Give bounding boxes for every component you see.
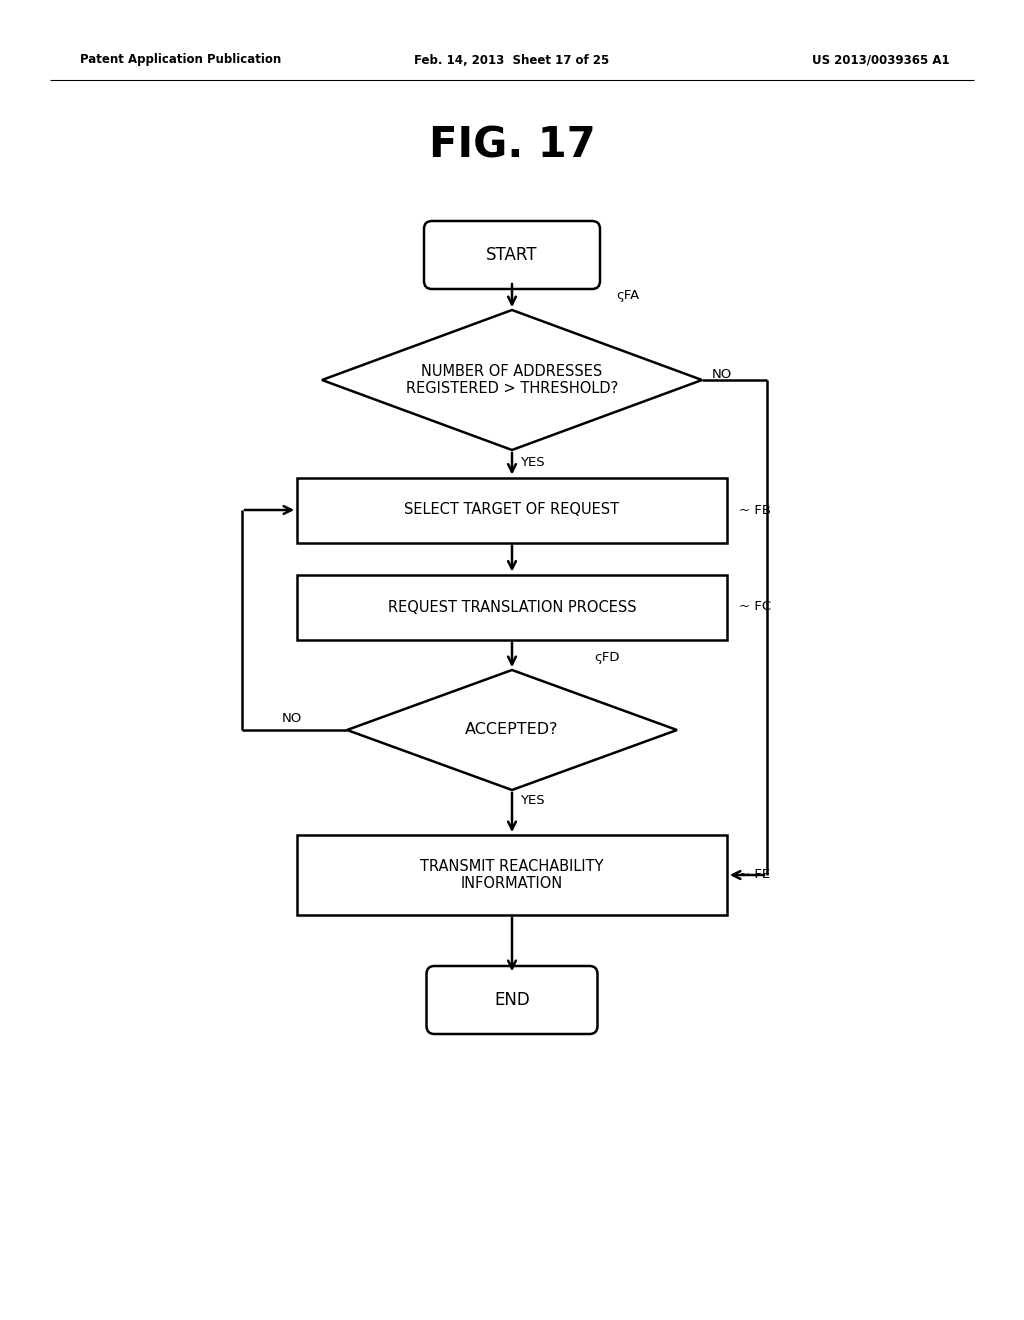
FancyBboxPatch shape bbox=[424, 220, 600, 289]
Text: TRANSMIT REACHABILITY
INFORMATION: TRANSMIT REACHABILITY INFORMATION bbox=[420, 859, 604, 891]
Text: Feb. 14, 2013  Sheet 17 of 25: Feb. 14, 2013 Sheet 17 of 25 bbox=[415, 54, 609, 66]
Text: NO: NO bbox=[712, 368, 732, 381]
FancyBboxPatch shape bbox=[427, 966, 597, 1034]
Text: REQUEST TRANSLATION PROCESS: REQUEST TRANSLATION PROCESS bbox=[388, 599, 636, 615]
Polygon shape bbox=[347, 671, 677, 789]
Text: ςFA: ςFA bbox=[616, 289, 640, 302]
Bar bbox=[297, 836, 727, 915]
Text: ACCEPTED?: ACCEPTED? bbox=[465, 722, 559, 738]
Text: SELECT TARGET OF REQUEST: SELECT TARGET OF REQUEST bbox=[404, 503, 620, 517]
Text: ~ FE: ~ FE bbox=[739, 869, 770, 882]
Text: NO: NO bbox=[282, 711, 302, 725]
Text: END: END bbox=[495, 991, 529, 1008]
Text: FIG. 17: FIG. 17 bbox=[429, 124, 595, 166]
Text: ςFD: ςFD bbox=[595, 651, 620, 664]
Bar bbox=[297, 478, 727, 543]
Text: YES: YES bbox=[520, 795, 545, 807]
Text: NUMBER OF ADDRESSES
REGISTERED > THRESHOLD?: NUMBER OF ADDRESSES REGISTERED > THRESHO… bbox=[406, 364, 618, 396]
Text: ~ FB: ~ FB bbox=[739, 503, 771, 516]
Text: YES: YES bbox=[520, 455, 545, 469]
Text: ~ FC: ~ FC bbox=[739, 601, 771, 614]
Polygon shape bbox=[322, 310, 702, 450]
Text: Patent Application Publication: Patent Application Publication bbox=[80, 54, 282, 66]
Bar bbox=[297, 574, 727, 639]
Text: START: START bbox=[486, 246, 538, 264]
Text: US 2013/0039365 A1: US 2013/0039365 A1 bbox=[812, 54, 950, 66]
